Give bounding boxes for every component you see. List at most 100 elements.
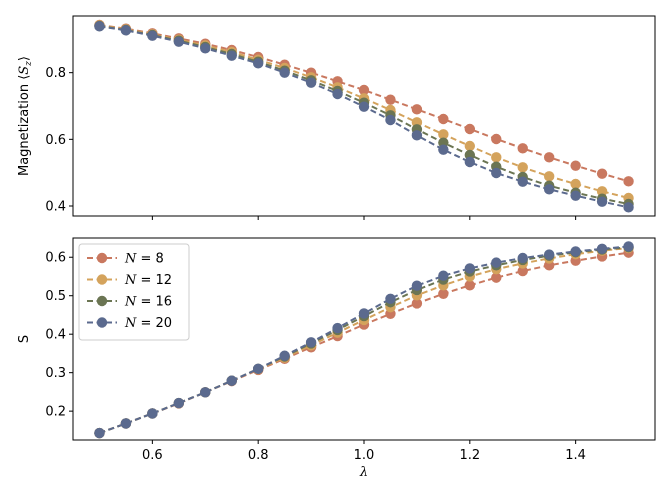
data-point <box>411 130 423 141</box>
data-point <box>385 114 396 126</box>
data-point <box>332 88 343 100</box>
data-point <box>596 168 608 179</box>
data-point <box>464 156 476 168</box>
data-point <box>438 288 449 299</box>
data-point <box>279 67 290 78</box>
data-point <box>385 293 396 304</box>
data-point <box>438 144 449 155</box>
data-point <box>623 202 634 213</box>
legend-marker-swatch <box>96 252 108 264</box>
data-point <box>147 408 158 419</box>
data-point <box>517 143 528 154</box>
y-tick-label: 0.6 <box>45 133 66 148</box>
data-point <box>226 50 237 61</box>
x-tick-label: 1.2 <box>459 448 480 463</box>
data-point <box>517 176 528 187</box>
data-point <box>332 322 343 334</box>
data-point <box>543 171 555 182</box>
data-point <box>358 84 370 96</box>
data-point <box>252 363 264 375</box>
data-point <box>464 123 476 135</box>
x-axis-label: λ <box>359 465 368 480</box>
legend-entry: N = 20 <box>87 316 172 331</box>
data-point <box>491 152 502 163</box>
y-axis-label: Magnetization ⟨Sz⟩ <box>17 56 34 176</box>
data-point <box>517 265 528 277</box>
data-point <box>173 36 185 47</box>
data-point <box>438 129 449 140</box>
data-point <box>570 178 581 190</box>
data-point <box>438 113 449 125</box>
data-point <box>464 140 476 152</box>
y-tick-label: 0.8 <box>45 66 66 81</box>
x-tick-label: 1.4 <box>565 448 586 463</box>
x-tick-label: 0.6 <box>142 448 163 463</box>
data-point <box>570 160 581 171</box>
y-tick-label: 0.4 <box>45 200 66 215</box>
y-tick-label: 0.5 <box>45 289 66 304</box>
data-point <box>358 308 370 319</box>
y-tick-label: 0.4 <box>45 328 66 343</box>
data-point <box>517 252 528 264</box>
data-point <box>200 387 211 398</box>
data-point <box>464 280 476 291</box>
data-point <box>570 190 581 201</box>
legend-marker-swatch <box>96 295 108 307</box>
data-point <box>491 257 502 268</box>
legend-label: N = 16 <box>124 295 172 310</box>
data-point <box>596 243 608 254</box>
data-point <box>279 350 290 361</box>
series-line-n=12 <box>99 24 629 199</box>
data-point <box>491 272 502 283</box>
series-line-n=8 <box>99 24 629 183</box>
data-point <box>94 427 105 439</box>
data-point <box>358 101 370 112</box>
axes-frame <box>72 15 656 217</box>
data-point <box>200 43 211 54</box>
legend: N = 8 N = 12 N = 16 N = 20 <box>78 243 190 341</box>
data-point <box>411 298 423 309</box>
data-point <box>411 280 423 291</box>
data-point <box>147 30 158 41</box>
data-point <box>491 133 502 145</box>
y-tick-label: 0.6 <box>45 251 66 266</box>
legend-marker-swatch <box>96 274 108 285</box>
data-point <box>120 25 132 36</box>
x-tick-label: 0.8 <box>248 448 269 463</box>
data-point <box>596 196 608 207</box>
data-point <box>411 104 423 115</box>
y-tick-label: 0.3 <box>45 366 66 381</box>
data-point <box>305 77 317 88</box>
data-point <box>438 270 449 281</box>
data-point <box>385 94 396 105</box>
data-point <box>305 337 317 348</box>
data-point <box>464 263 476 274</box>
legend-entry: N = 12 <box>87 273 172 288</box>
legend-entry: N = 16 <box>87 295 172 310</box>
magnetization-panel: 0.4 0.6 0.8 Magnetization ⟨Sz⟩ <box>17 15 656 220</box>
legend-label: N = 20 <box>124 316 172 331</box>
y-axis-label: S <box>17 335 32 343</box>
legend-label: N = 12 <box>124 273 172 288</box>
legend-entry: N = 8 <box>87 252 164 267</box>
x-tick-label: 1.0 <box>354 448 375 463</box>
data-point <box>596 186 608 197</box>
legend-marker-swatch <box>96 317 108 328</box>
data-point <box>252 58 264 69</box>
data-point <box>120 418 132 429</box>
data-point <box>173 397 185 409</box>
data-point <box>517 162 528 173</box>
data-point <box>623 241 634 252</box>
data-point <box>543 184 555 195</box>
legend-label: N = 8 <box>124 252 164 267</box>
data-point <box>94 21 105 32</box>
data-point <box>570 246 581 257</box>
data-point <box>623 176 634 187</box>
y-tick-label: 0.2 <box>45 405 66 420</box>
data-point <box>491 167 502 179</box>
data-point <box>226 375 237 386</box>
data-point <box>543 152 555 163</box>
legend-box <box>78 243 190 341</box>
